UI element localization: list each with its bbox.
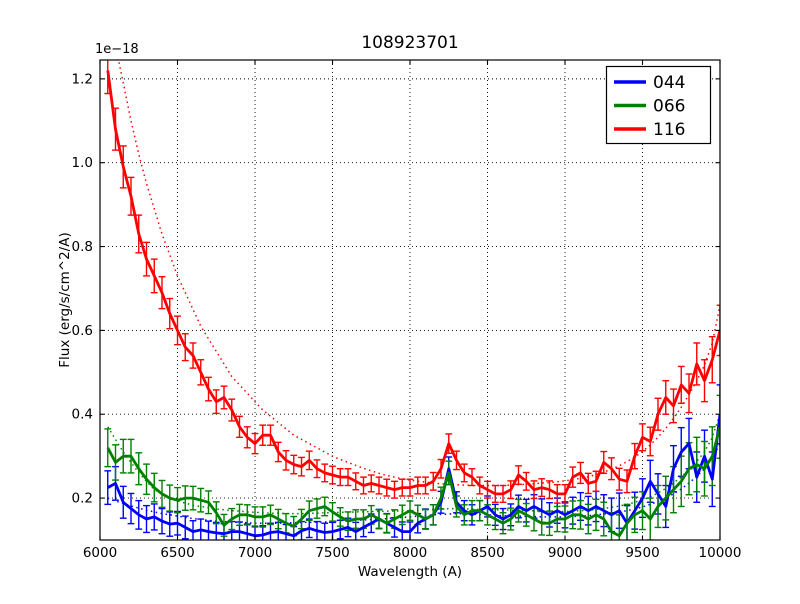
x-tick-label: 10000 [699,545,742,561]
x-tick-label: 9500 [625,545,659,561]
data-layer [104,60,720,540]
legend: 044 066 116 [605,65,712,145]
axes-area: 6000 6500 7000 7500 8000 8500 9000 9500 10000 0.2… [72,59,742,561]
x-tick-label: 6500 [160,545,194,561]
y-axis-label: Flux (erg/s/cm^2/A) [57,232,73,367]
legend-label-066: 066 [653,97,685,117]
series-066-errorbars [104,394,720,540]
x-tick-label: 6000 [83,545,117,561]
series-044-line [107,414,720,538]
x-tick-label: 9000 [548,545,582,561]
y-axis-offset-text: 1e−18 [95,42,139,57]
series-066-template-curve [107,413,720,515]
legend-label-044: 044 [653,73,685,93]
y-tick-label: 0.2 [72,491,93,507]
y-tick-label: 1.0 [72,155,93,171]
x-tick-label: 8500 [470,545,504,561]
x-tick-label: 7500 [315,545,349,561]
legend-label-116: 116 [653,120,685,140]
y-tick-label: 0.4 [72,407,93,423]
x-tick-label: 7000 [238,545,272,561]
x-axis-label: Wavelength (A) [358,564,462,580]
series-116-template-curve [117,60,720,487]
series-116-line [106,70,720,496]
tick-labels: 6000 6500 7000 7500 8000 8500 9000 9500 10000 0.2… [72,71,742,561]
plot-title: 108923701 [361,33,458,53]
y-tick-label: 0.6 [72,323,93,339]
tick-marks [99,60,721,540]
y-tick-label: 0.8 [72,239,93,255]
x-tick-label: 8000 [393,545,427,561]
y-tick-label: 1.2 [72,71,93,87]
series-066-line [106,426,720,538]
